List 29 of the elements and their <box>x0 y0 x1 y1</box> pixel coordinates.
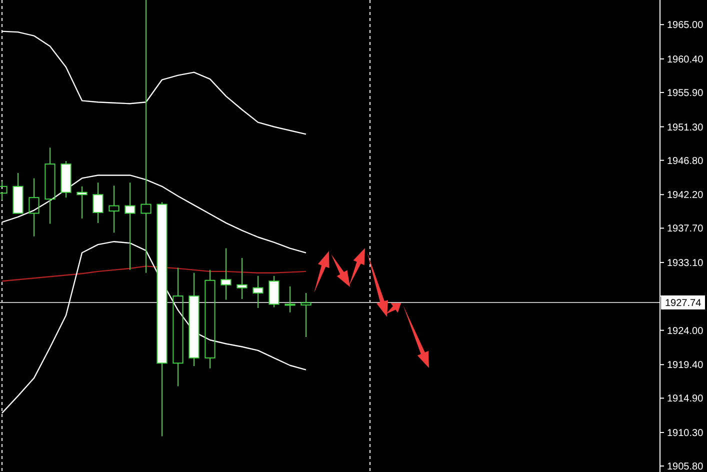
candlestick <box>108 185 120 234</box>
y-tick-label: 1960.40 <box>667 54 704 66</box>
y-tick-label: 1914.90 <box>667 394 704 405</box>
ref-line-label: 1927.74 <box>665 298 702 309</box>
y-tick-label: 1951.30 <box>667 122 704 134</box>
y-tick-label: 1905.80 <box>667 462 704 472</box>
y-tick-label: 1965.00 <box>667 20 704 32</box>
candlestick <box>188 272 200 367</box>
y-tick-label: 1937.70 <box>667 224 704 235</box>
candlestick <box>92 182 104 224</box>
candlestick <box>140 0 152 274</box>
y-tick-label: 1955.90 <box>667 88 704 99</box>
y-tick-label: 1942.20 <box>667 190 704 202</box>
candlestick <box>300 292 312 338</box>
candlestick <box>44 147 56 224</box>
candlestick <box>204 269 216 369</box>
candlestick <box>220 248 232 300</box>
y-tick-label: 1924.00 <box>667 326 704 337</box>
y-tick-label: 1910.30 <box>667 428 704 439</box>
y-tick-label: 1933.10 <box>667 258 704 269</box>
candlestick <box>172 267 184 387</box>
y-tick-label: 1919.40 <box>667 360 704 372</box>
candlestick <box>236 257 248 300</box>
candlestick <box>28 178 40 237</box>
candlestick <box>76 186 88 219</box>
line-series <box>1 266 307 282</box>
candlestick <box>252 275 264 308</box>
y-tick-label: 1946.80 <box>667 156 704 167</box>
candlestick <box>284 286 296 313</box>
